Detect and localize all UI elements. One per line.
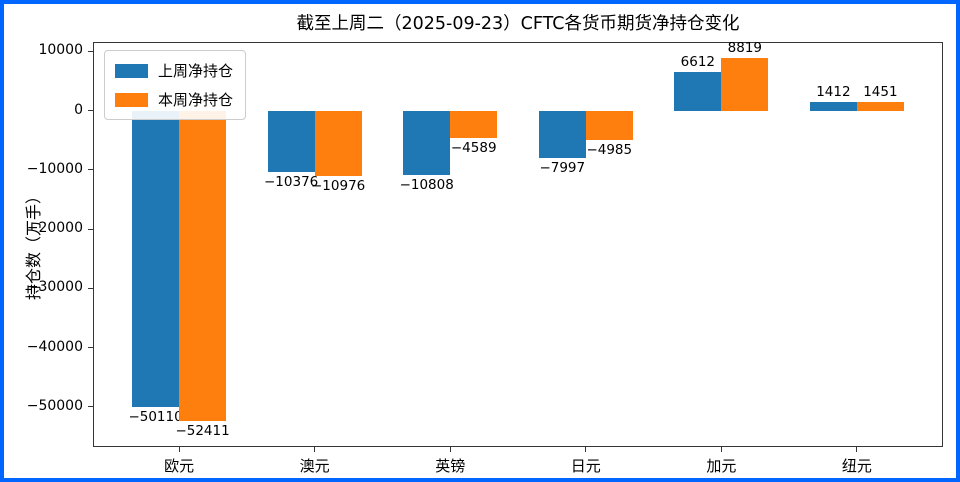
legend-entry-last-week: 上周净持仓 <box>115 60 233 81</box>
x-tick-mark <box>585 447 587 452</box>
bar-value-label: 1412 <box>816 84 851 101</box>
chart-canvas: 截至上周二（2025-09-23）CFTC各货币期货净持仓变化 持仓数（万手） … <box>4 4 956 478</box>
y-tick-label: −50000 <box>26 397 83 414</box>
bar-本周净持仓-日元 <box>585 110 633 141</box>
bar-value-label: −10808 <box>399 176 454 193</box>
y-tick-label: −20000 <box>26 220 83 237</box>
legend-swatch-blue <box>115 63 148 78</box>
legend-label-this-week: 本周净持仓 <box>158 91 234 109</box>
bar-上周净持仓-澳元 <box>267 110 315 173</box>
y-tick-label: −10000 <box>26 160 83 177</box>
x-tick-mark <box>856 447 858 452</box>
bar-本周净持仓-加元 <box>721 58 769 111</box>
bar-本周净持仓-欧元 <box>179 110 227 421</box>
bar-value-label: −7997 <box>539 160 586 177</box>
chart-title: 截至上周二（2025-09-23）CFTC各货币期货净持仓变化 <box>296 14 740 34</box>
bar-value-label: −50110 <box>128 409 183 426</box>
legend-entry-this-week: 本周净持仓 <box>115 89 233 110</box>
y-tick-mark <box>88 110 93 112</box>
bar-上周净持仓-欧元 <box>132 110 180 408</box>
y-tick-label: −40000 <box>26 338 83 355</box>
bar-value-label: −52411 <box>175 423 230 439</box>
y-tick-mark <box>88 169 93 171</box>
x-tick-mark <box>720 447 722 452</box>
bar-本周净持仓-澳元 <box>314 110 362 176</box>
y-tick-label: −30000 <box>26 279 83 296</box>
y-tick-mark <box>88 287 93 289</box>
x-tick-mark <box>449 447 451 452</box>
x-tick-label: 英镑 <box>435 457 466 475</box>
bar-本周净持仓-纽元 <box>856 102 904 111</box>
legend: 上周净持仓 本周净持仓 <box>104 50 247 120</box>
bar-value-label: −4985 <box>586 142 633 159</box>
bar-上周净持仓-加元 <box>674 71 722 111</box>
y-tick-mark <box>88 228 93 230</box>
legend-swatch-orange <box>115 92 148 107</box>
bar-上周净持仓-纽元 <box>809 102 857 111</box>
y-tick-mark <box>88 406 93 408</box>
x-tick-label: 澳元 <box>299 457 330 475</box>
bar-上周净持仓-日元 <box>538 110 586 159</box>
legend-label-last-week: 上周净持仓 <box>158 62 234 80</box>
bar-value-label: 1451 <box>863 84 898 101</box>
x-tick-label: 日元 <box>570 457 601 475</box>
bar-value-label: 6612 <box>680 53 716 70</box>
bar-value-label: 8819 <box>727 40 763 57</box>
bar-上周净持仓-英镑 <box>403 110 451 175</box>
y-tick-label: 10000 <box>38 42 83 59</box>
x-tick-label: 加元 <box>706 457 737 475</box>
bar-本周净持仓-英镑 <box>450 110 498 138</box>
y-tick-label: 0 <box>74 101 83 118</box>
bar-value-label: −10376 <box>264 174 319 191</box>
x-tick-label: 纽元 <box>841 457 872 475</box>
y-tick-mark <box>88 347 93 349</box>
x-tick-label: 欧元 <box>164 457 195 475</box>
bar-value-label: −10976 <box>311 177 366 194</box>
x-tick-mark <box>178 447 180 452</box>
x-tick-mark <box>314 447 316 452</box>
bar-value-label: −4589 <box>450 139 497 156</box>
y-tick-mark <box>88 50 93 52</box>
